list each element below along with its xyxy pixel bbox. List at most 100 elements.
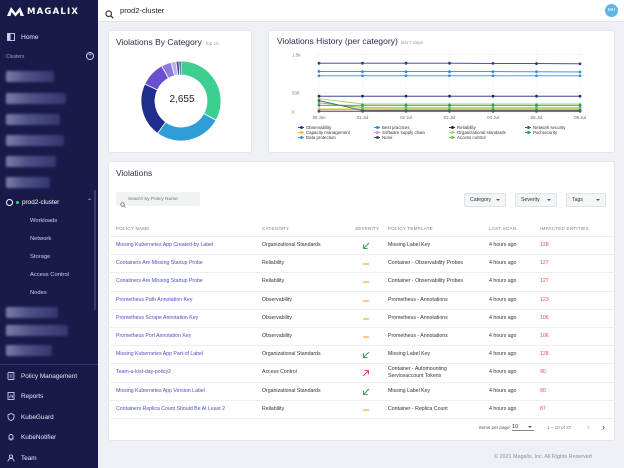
col-severity[interactable]: Severity — [355, 226, 380, 231]
cluster-sub-workloads[interactable]: Workloads — [30, 218, 58, 224]
add-cluster-icon[interactable]: + — [86, 52, 94, 60]
tags-filter-dropdown[interactable]: Tags — [566, 193, 606, 207]
policy-search-box[interactable] — [116, 192, 200, 208]
items-per-page-select[interactable]: 10 — [512, 424, 534, 431]
series-point-0[interactable] — [535, 62, 538, 65]
cluster-sub-storage[interactable]: Storage — [30, 254, 51, 260]
table-row[interactable]: Containers Are Missing Startup Probe Reli… — [108, 254, 615, 272]
legend-item[interactable]: None — [374, 135, 393, 140]
cluster-item-redacted[interactable] — [6, 114, 60, 125]
category-donut-chart[interactable] — [109, 31, 253, 154]
series-point-2[interactable] — [535, 74, 538, 78]
series-point-10[interactable] — [317, 103, 321, 107]
table-row[interactable]: Team-a-lost-day-policy2 Access Control Con… — [108, 363, 615, 381]
sidebar-item-reports[interactable]: Reports — [6, 390, 43, 402]
series-point-3[interactable] — [491, 70, 495, 73]
series-point-6[interactable] — [448, 94, 451, 98]
series-point-8[interactable] — [578, 106, 582, 110]
series-point-2[interactable] — [404, 74, 408, 78]
cluster-item-redacted[interactable] — [6, 177, 50, 188]
series-point-2[interactable] — [578, 74, 582, 78]
cluster-item-active[interactable]: prod2-cluster — [6, 196, 59, 208]
chevron-up-icon[interactable]: ⌃ — [87, 199, 93, 205]
series-point-6[interactable] — [361, 94, 364, 98]
col-category[interactable]: Category — [262, 226, 289, 231]
series-point-6[interactable] — [578, 94, 582, 98]
cluster-sub-access-control[interactable]: Access Control — [30, 272, 69, 278]
series-point-2[interactable] — [317, 74, 321, 78]
series-point-8[interactable] — [317, 101, 321, 105]
table-row[interactable]: Prometheus Path Annotation Key Observabil… — [108, 290, 615, 309]
legend-item[interactable]: Capacity management — [298, 130, 350, 135]
cluster-item-redacted[interactable] — [6, 325, 68, 336]
series-point-8[interactable] — [361, 106, 364, 110]
series-point-3[interactable] — [535, 70, 538, 74]
legend-item[interactable]: Organizational standards — [449, 130, 506, 135]
series-point-0[interactable] — [491, 61, 495, 65]
brand-logo[interactable]: MAGALIX — [7, 6, 79, 17]
legend-item[interactable]: Network security — [525, 125, 565, 130]
table-row[interactable]: Prometheus Port Annotation Key Observabil… — [108, 327, 615, 345]
series-point-9[interactable] — [578, 109, 582, 112]
series-point-6[interactable] — [535, 94, 538, 98]
cluster-item-redacted[interactable] — [6, 93, 66, 104]
sidebar-scrollbar[interactable] — [94, 190, 96, 310]
table-row[interactable]: Missing Kubernetes App Created-by Label O… — [108, 236, 615, 254]
donut-slice-2[interactable] — [140, 83, 167, 134]
legend-item[interactable]: Access control — [449, 135, 486, 140]
series-point-10[interactable] — [361, 103, 364, 107]
policy-name-link[interactable]: Containers Are Missing Startup Probe — [116, 260, 203, 267]
series-point-8[interactable] — [491, 106, 495, 110]
series-point-2[interactable] — [448, 74, 451, 78]
series-point-2[interactable] — [491, 74, 495, 78]
series-point-9[interactable] — [535, 109, 538, 112]
col-impacted-entities[interactable]: Impacted Entities — [540, 226, 589, 231]
series-point-0[interactable] — [448, 61, 451, 65]
table-row[interactable]: Missing Kubernetes App Version Label Orga… — [108, 381, 615, 400]
series-point-10[interactable] — [404, 103, 408, 107]
cluster-search-input[interactable] — [120, 4, 320, 17]
donut-slice-7[interactable] — [178, 60, 182, 76]
series-point-9[interactable] — [317, 99, 321, 102]
sidebar-item-team[interactable]: Team — [6, 452, 37, 464]
search-icon[interactable] — [105, 6, 114, 24]
next-page-icon[interactable]: › — [602, 422, 605, 432]
series-point-9[interactable] — [491, 109, 495, 112]
legend-item[interactable]: Pod security — [525, 130, 557, 135]
series-point-0[interactable] — [361, 61, 364, 65]
policy-name-link[interactable]: Missing Kubernetes App Created-by Label — [116, 242, 214, 248]
col-policy-template[interactable]: Policy Template — [388, 226, 433, 231]
policy-search-input[interactable] — [128, 194, 198, 204]
cluster-item-redacted[interactable] — [6, 71, 54, 82]
cluster-sub-network[interactable]: Network — [30, 236, 52, 242]
policy-name-link[interactable]: Containers Replica Count Should Be At Le… — [116, 405, 226, 412]
policy-name-link[interactable]: Missing Kubernetes App Part-of Label — [116, 351, 204, 358]
col-last-scan[interactable]: Last Scan — [489, 226, 517, 231]
series-point-8[interactable] — [535, 106, 538, 110]
series-point-10[interactable] — [448, 103, 451, 107]
policy-name-link[interactable]: Prometheus Port Annotation Key — [116, 333, 192, 339]
policy-name-link[interactable]: Prometheus Path Annotation Key — [116, 296, 193, 303]
series-point-3[interactable] — [578, 70, 582, 74]
cluster-item-redacted[interactable] — [6, 307, 58, 318]
series-point-3[interactable] — [317, 69, 321, 73]
series-point-6[interactable] — [491, 94, 495, 98]
series-point-8[interactable] — [404, 106, 408, 110]
policy-name-link[interactable]: Team-a-lost-day-policy2 — [116, 369, 172, 376]
sidebar-item-kubeguard[interactable]: KubeGuard — [6, 411, 54, 423]
series-point-9[interactable] — [404, 109, 408, 112]
series-point-0[interactable] — [317, 61, 321, 65]
cluster-sub-nodes[interactable]: Nodes — [30, 290, 47, 296]
cluster-item-redacted[interactable] — [6, 135, 64, 146]
series-point-0[interactable] — [404, 61, 408, 65]
table-row[interactable]: Prometheus Scrape Annotation Key Observab… — [108, 308, 615, 327]
legend-item[interactable]: Reliability — [449, 125, 476, 130]
col-policy-name[interactable]: Policy Name — [116, 226, 150, 231]
series-point-5[interactable] — [317, 109, 321, 113]
series-point-3[interactable] — [448, 70, 451, 73]
series-point-9[interactable] — [361, 109, 364, 112]
sidebar-item-policy-management[interactable]: Policy Management — [6, 370, 77, 382]
sidebar-item-kubenotifier[interactable]: KubeNotifier — [6, 431, 56, 443]
cluster-item-redacted[interactable] — [6, 345, 52, 356]
history-line-chart[interactable]: 1.5K 500 0 30 Jun 01 Jul 02 Jul 03 Jul 04 Jul 05… — [269, 31, 616, 154]
